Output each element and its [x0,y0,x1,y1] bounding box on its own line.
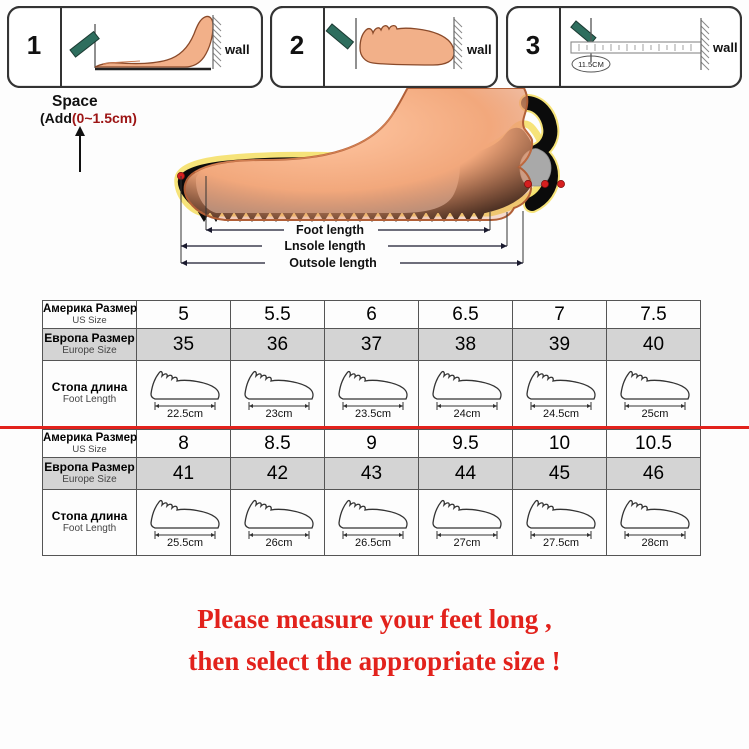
svg-text:28cm: 28cm [641,537,668,549]
svg-text:wall: wall [466,42,492,57]
svg-text:27cm: 27cm [453,537,480,549]
svg-text:25.5cm: 25.5cm [166,537,202,549]
svg-text:22.5cm: 22.5cm [166,408,202,420]
svg-text:(Add(0~1.5cm): (Add(0~1.5cm) [40,110,137,126]
svg-text:25cm: 25cm [641,408,668,420]
svg-text:11.5CM: 11.5CM [578,60,604,69]
svg-text:Foot length: Foot length [296,223,364,237]
svg-text:26cm: 26cm [265,537,292,549]
svg-text:24.5cm: 24.5cm [542,408,578,420]
svg-text:Space: Space [52,93,98,110]
svg-text:1: 1 [27,30,41,60]
svg-text:26.5cm: 26.5cm [354,537,390,549]
svg-text:27.5cm: 27.5cm [542,537,578,549]
svg-text:2: 2 [290,30,304,60]
svg-text:Lnsole length: Lnsole length [284,239,365,253]
svg-text:3: 3 [526,30,540,60]
svg-text:wall: wall [712,40,738,55]
svg-text:wall: wall [224,42,250,57]
svg-text:24cm: 24cm [453,408,480,420]
svg-text:Outsole length: Outsole length [289,256,377,270]
svg-text:23cm: 23cm [265,408,292,420]
svg-text:23.5cm: 23.5cm [354,408,390,420]
